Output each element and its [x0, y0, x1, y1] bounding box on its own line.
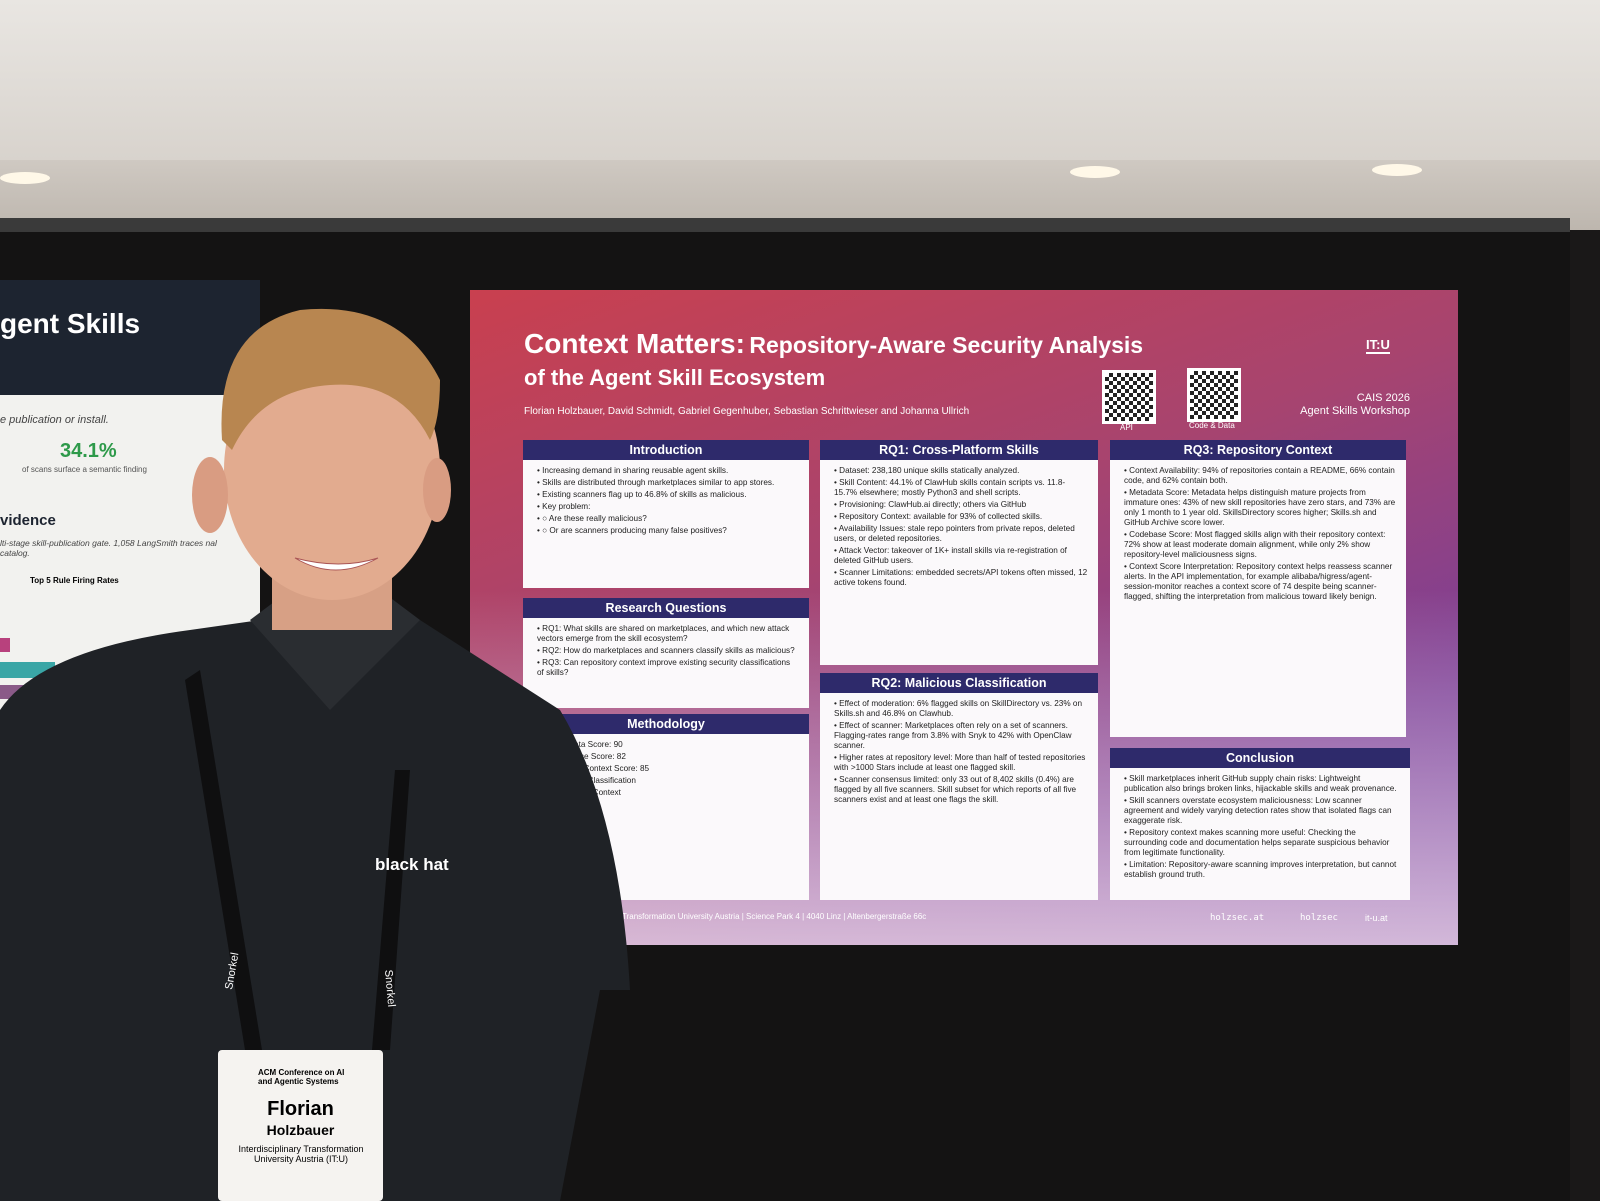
section-body: Skill marketplaces inherit GitHub supply…: [1110, 768, 1410, 886]
section: Research Questions RQ1: What skills are s…: [523, 598, 809, 708]
section-item: Skill Content: 44.1% of ClawHub skills c…: [834, 478, 1088, 498]
left-poster-text: lti-stage skill-publication gate. 1,058 …: [0, 538, 217, 558]
section-heading: RQ1: Cross-Platform Skills: [820, 440, 1098, 460]
section-item: Repository Context Score: 85: [537, 764, 799, 774]
poster-footer: Transformation University Austria | Scie…: [622, 912, 927, 921]
section-item: Existing scanners flag up to 46.8% of sk…: [537, 490, 799, 500]
ear: [192, 457, 228, 533]
section-item: Skill marketplaces inherit GitHub supply…: [1124, 774, 1400, 794]
ceiling-light: [1372, 164, 1422, 176]
poster-title-lead: Context Matters:: [524, 328, 745, 359]
lanyard: [185, 670, 262, 1050]
section-item: Availability Issues: stale repo pointers…: [834, 524, 1088, 544]
left-poster-header: [0, 280, 260, 395]
footer-link: holzsec: [1300, 913, 1338, 923]
section-heading: Conclusion: [1110, 748, 1410, 768]
left-poster-bar: [0, 638, 10, 652]
left-poster-title: gent Skills: [0, 308, 141, 339]
ear: [423, 458, 451, 522]
section-item: Key problem:: [537, 502, 799, 512]
section: RQ1: Cross-Platform Skills Dataset: 238,1…: [820, 440, 1098, 665]
poster-authors: Florian Holzbauer, David Schmidt, Gabrie…: [524, 406, 970, 417]
poster-title: Context Matters: Repository-Aware Securi…: [524, 328, 1143, 360]
badge-last-name: Holzbauer: [266, 1122, 335, 1138]
section-body: RQ1: What skills are shared on marketpla…: [523, 618, 809, 684]
section-heading: Research Questions: [523, 598, 809, 618]
section-body: Increasing demand in sharing reusable ag…: [523, 460, 809, 542]
poster-logo: IT:U: [1366, 337, 1390, 354]
section-item: Effect of scanner: Marketplaces often re…: [834, 721, 1088, 751]
section-item: Attack Vector: takeover of 1K+ install s…: [834, 546, 1088, 566]
badge-conference: ACM Conference on AI and Agentic Systems: [258, 1068, 345, 1086]
section-body: Dataset: 238,180 unique skills staticall…: [820, 460, 1098, 594]
section-item: RQ2: How do marketplaces and scanners cl…: [537, 646, 799, 656]
section: Conclusion Skill marketplaces inherit Git…: [1110, 748, 1410, 900]
section-item: Scanner Limitations: embedded secrets/AP…: [834, 568, 1088, 588]
smile: [294, 557, 379, 571]
section-item: Context Score Interpretation: Repository…: [1124, 562, 1396, 602]
section-item: RQ3: Can repository context improve exis…: [537, 658, 799, 678]
section-item: Provisioning: ClawHub.ai directly; other…: [834, 500, 1088, 510]
hair: [221, 308, 440, 450]
section-heading: Introduction: [523, 440, 809, 460]
left-poster-note: e publication or install.: [0, 414, 109, 426]
poster-title-rest: Repository-Aware Security Analysis: [749, 332, 1144, 358]
left-poster-heading: vidence: [0, 512, 56, 529]
qr-code: [1187, 368, 1241, 422]
section-heading: RQ2: Malicious Classification: [820, 673, 1098, 693]
section-item: Skills are distributed through marketpla…: [537, 478, 799, 488]
section-item: ○ Are these really malicious?: [537, 514, 799, 524]
qr-label: Code & Data: [1189, 421, 1235, 430]
left-poster-stat: 34.1%: [60, 440, 117, 462]
ceiling-light: [1070, 166, 1120, 178]
venue: CAIS 2026: [1356, 392, 1410, 404]
section-body: Effect of moderation: 6% flagged skills …: [820, 693, 1098, 811]
person: Snorkel Snorkel black hat: [0, 308, 630, 1201]
lanyard-text: Snorkel: [382, 969, 397, 1007]
section-item: ○ Or are scanners producing many false p…: [537, 526, 799, 536]
section-item: Effect of moderation: 6% flagged skills …: [834, 699, 1088, 719]
section-item: Codebase Score: Most flagged skills alig…: [1124, 530, 1396, 560]
section-item: 2. Codebase Score: 82: [537, 752, 799, 762]
section-item: 1. Metadata Score: 90: [537, 740, 799, 750]
venue: Agent Skills Workshop: [1300, 405, 1410, 417]
ceiling-light: [0, 172, 50, 184]
badge: [218, 1050, 383, 1201]
qr-code: [1102, 370, 1156, 424]
footer-link: holzsec.at: [1210, 913, 1265, 923]
poster: Context Matters: Repository-Aware Securi…: [470, 290, 1458, 945]
section-item: Metadata Score: Metadata helps distingui…: [1124, 488, 1396, 528]
section-body: Context Availability: 94% of repositorie…: [1110, 460, 1406, 608]
shirt: [0, 620, 630, 1201]
footer-link: it-u.at: [1365, 913, 1388, 923]
section-item: Scanner consensus limited: only 33 out o…: [834, 775, 1088, 805]
section: RQ3: Repository Context Context Availabil…: [1110, 440, 1406, 737]
left-poster-chart-title: Top 5 Rule Firing Rates: [30, 576, 119, 585]
section-item: Increasing demand in sharing reusable ag…: [537, 466, 799, 476]
section-heading: Methodology: [523, 714, 809, 734]
ceiling: [0, 0, 1600, 160]
section-item: Higher rates at repository level: More t…: [834, 753, 1088, 773]
left-poster-stat-caption: of scans surface a semantic finding: [22, 465, 147, 474]
lanyard: [372, 770, 410, 1050]
section-item: Limitation: Repository-aware scanning im…: [1124, 860, 1400, 880]
face: [224, 340, 440, 600]
section: RQ2: Malicious Classification Effect of m…: [820, 673, 1098, 900]
poster-title-line2: of the Agent Skill Ecosystem: [524, 365, 826, 390]
shirt-logo: black hat: [375, 855, 449, 874]
section-item: Skill scanners overstate ecosystem malic…: [1124, 796, 1400, 826]
section-item: Repository context makes scanning more u…: [1124, 828, 1400, 858]
section-item: RQ1: What skills are shared on marketpla…: [537, 624, 799, 644]
badge-affiliation: Interdisciplinary Transformation Univers…: [238, 1144, 364, 1164]
section-item: Repository Context: available for 93% of…: [834, 512, 1088, 522]
section-item: Dataset: 238,180 unique skills staticall…: [834, 466, 1088, 476]
section: Introduction Increasing demand in sharing…: [523, 440, 809, 588]
qr-label: API: [1120, 423, 1133, 432]
section-item: Context Availability: 94% of repositorie…: [1124, 466, 1396, 486]
badge-first-name: Florian: [267, 1098, 334, 1120]
section-heading: RQ3: Repository Context: [1110, 440, 1406, 460]
